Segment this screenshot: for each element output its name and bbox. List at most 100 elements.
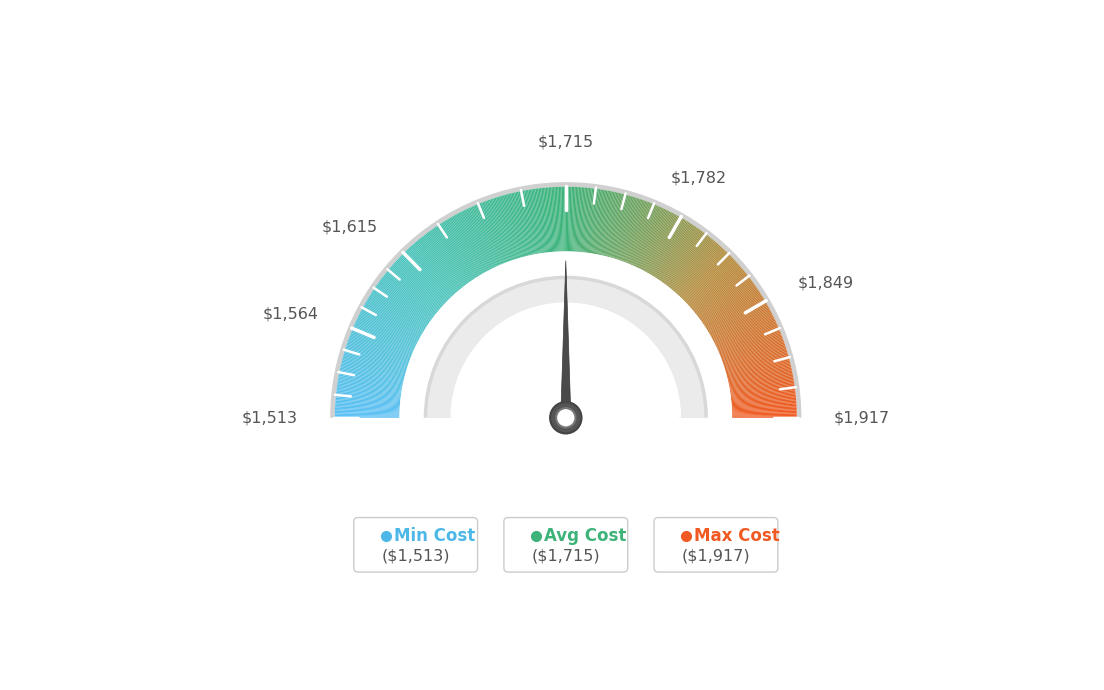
Wedge shape: [514, 193, 530, 256]
Text: $1,564: $1,564: [263, 307, 319, 322]
Wedge shape: [723, 344, 785, 366]
Wedge shape: [336, 392, 401, 400]
Wedge shape: [672, 241, 715, 291]
Wedge shape: [360, 312, 418, 342]
Wedge shape: [732, 399, 796, 405]
Text: ($1,715): ($1,715): [531, 549, 601, 564]
Wedge shape: [693, 269, 744, 312]
Wedge shape: [405, 250, 452, 298]
Wedge shape: [732, 402, 796, 407]
Wedge shape: [350, 334, 411, 359]
Wedge shape: [725, 352, 787, 371]
Wedge shape: [477, 204, 502, 264]
Wedge shape: [532, 189, 543, 253]
Wedge shape: [336, 402, 400, 407]
Wedge shape: [716, 319, 775, 348]
Wedge shape: [486, 200, 509, 262]
Wedge shape: [723, 345, 785, 366]
Wedge shape: [339, 375, 403, 388]
Wedge shape: [712, 309, 771, 340]
Wedge shape: [340, 366, 404, 382]
Wedge shape: [635, 208, 662, 267]
Wedge shape: [651, 219, 686, 276]
Wedge shape: [501, 195, 520, 258]
Wedge shape: [412, 244, 456, 294]
Wedge shape: [467, 208, 496, 267]
Wedge shape: [336, 396, 401, 403]
Wedge shape: [434, 228, 471, 282]
Wedge shape: [731, 384, 795, 395]
Wedge shape: [669, 237, 711, 288]
Wedge shape: [565, 187, 567, 251]
Wedge shape: [506, 195, 523, 257]
Wedge shape: [582, 188, 588, 253]
Wedge shape: [352, 328, 412, 355]
Wedge shape: [715, 315, 774, 345]
Wedge shape: [732, 397, 796, 404]
Wedge shape: [713, 312, 772, 342]
Wedge shape: [660, 228, 698, 282]
Wedge shape: [336, 399, 400, 405]
Wedge shape: [386, 270, 437, 313]
Wedge shape: [662, 230, 701, 283]
Wedge shape: [335, 412, 400, 415]
Wedge shape: [586, 188, 596, 253]
Wedge shape: [369, 295, 425, 331]
Wedge shape: [474, 205, 501, 265]
Wedge shape: [420, 238, 461, 289]
Wedge shape: [336, 395, 401, 402]
Wedge shape: [731, 392, 796, 400]
Wedge shape: [699, 279, 752, 319]
Wedge shape: [724, 346, 786, 367]
Wedge shape: [650, 219, 684, 275]
Wedge shape: [657, 224, 693, 279]
Wedge shape: [493, 198, 514, 260]
Wedge shape: [732, 409, 797, 413]
Wedge shape: [456, 214, 488, 271]
Wedge shape: [637, 209, 667, 268]
Wedge shape: [520, 191, 533, 255]
Wedge shape: [704, 290, 760, 327]
Wedge shape: [562, 187, 564, 251]
Wedge shape: [415, 241, 458, 292]
Wedge shape: [336, 397, 400, 404]
Wedge shape: [336, 405, 400, 409]
Wedge shape: [512, 193, 529, 256]
Wedge shape: [452, 216, 485, 273]
Wedge shape: [343, 356, 405, 375]
Wedge shape: [726, 357, 789, 375]
Wedge shape: [721, 334, 782, 359]
Wedge shape: [646, 215, 678, 273]
Wedge shape: [691, 266, 741, 309]
Wedge shape: [692, 268, 743, 311]
Wedge shape: [497, 197, 518, 259]
Wedge shape: [726, 356, 788, 375]
Wedge shape: [359, 314, 417, 344]
Wedge shape: [625, 202, 649, 263]
Wedge shape: [450, 217, 484, 273]
Wedge shape: [700, 281, 753, 320]
Wedge shape: [731, 386, 795, 396]
Wedge shape: [517, 192, 531, 255]
Wedge shape: [672, 239, 714, 290]
Wedge shape: [427, 279, 704, 417]
Wedge shape: [588, 189, 599, 253]
Wedge shape: [714, 314, 773, 344]
Wedge shape: [697, 275, 749, 316]
Wedge shape: [710, 303, 767, 336]
Wedge shape: [624, 201, 648, 262]
Wedge shape: [370, 294, 425, 330]
Wedge shape: [628, 204, 654, 264]
Wedge shape: [394, 262, 443, 306]
Wedge shape: [729, 368, 792, 384]
Wedge shape: [470, 207, 498, 266]
Wedge shape: [730, 383, 795, 394]
Wedge shape: [718, 322, 776, 350]
Wedge shape: [682, 253, 729, 300]
Wedge shape: [559, 187, 562, 252]
Wedge shape: [715, 318, 775, 347]
Wedge shape: [530, 189, 541, 253]
Wedge shape: [723, 341, 784, 364]
Wedge shape: [680, 249, 725, 297]
Wedge shape: [690, 264, 739, 308]
